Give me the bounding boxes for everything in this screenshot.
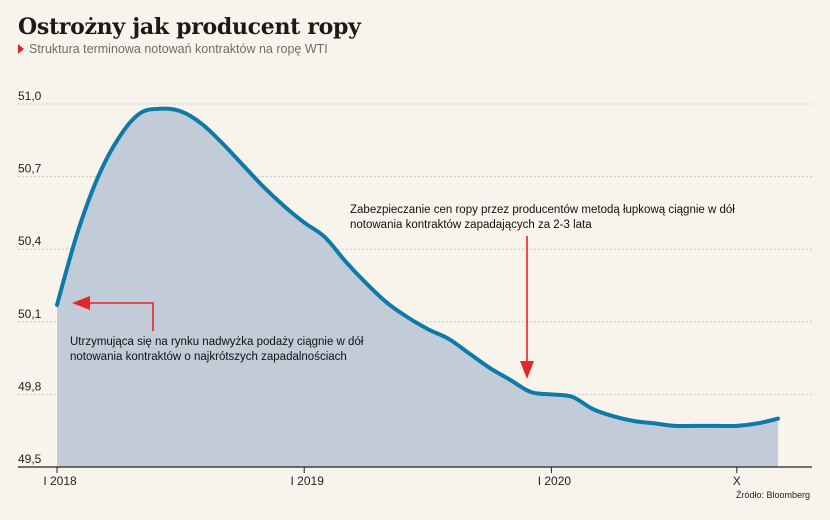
x-tick-label: I 2020 — [538, 474, 572, 488]
x-tick-label: I 2019 — [291, 474, 325, 488]
y-tick-label: 50,1 — [18, 307, 42, 321]
y-tick-label: 50,7 — [18, 162, 42, 176]
series-area — [57, 108, 778, 468]
source-note: Źródło: Bloomberg — [735, 490, 810, 500]
x-tick-label: X — [733, 474, 741, 488]
chart-subtitle-text: Struktura terminowa notowań kontraktów n… — [29, 42, 328, 56]
axis-layer: 51,0 50,7 50,4 50,1 49,8 49,5I 2018 I 2019 I 20… — [18, 89, 812, 488]
y-tick-label: 49,8 — [18, 379, 42, 393]
series-line — [55, 106, 780, 429]
annotation-layer: Zabezpieczanie cen ropy przez producentó… — [70, 204, 735, 379]
chart-title: Ostrożny jak producent ropy — [18, 14, 361, 40]
y-tick-label: 51,0 — [18, 89, 42, 103]
chart-subtitle: Struktura terminowa notowań kontraktów n… — [18, 42, 328, 56]
annotation-hedging-line-1: Zabezpieczanie cen ropy przez producentó… — [350, 204, 735, 216]
triangle-marker-icon — [18, 44, 24, 54]
y-tick-label: 50,4 — [18, 234, 42, 248]
annotation-surplus-line-1: Utrzymująca się na rynku nadwyżka podaży… — [70, 336, 364, 348]
x-tick-label: I 2018 — [43, 474, 77, 488]
y-tick-label: 49,5 — [18, 452, 42, 466]
annotation-surplus-line-2: notowania kontraktów o najkrótszych zapa… — [70, 351, 347, 363]
arrow-down-icon — [520, 236, 534, 379]
arrow-left-icon — [72, 296, 154, 331]
annotation-hedging-line-2: notowania kontraktów zapadających za 2-3… — [350, 219, 592, 231]
